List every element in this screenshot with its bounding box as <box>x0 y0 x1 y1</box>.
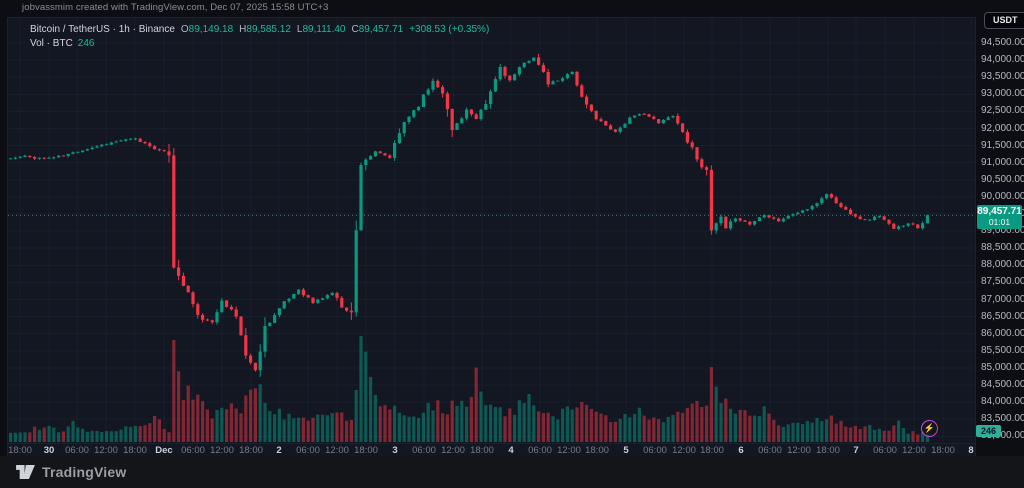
time-tick-label: 06:00 <box>181 445 205 456</box>
time-tick-label: 2 <box>276 445 282 456</box>
lightning-event-icon[interactable]: ⚡ <box>921 420 938 437</box>
time-tick-label: 18:00 <box>931 445 955 456</box>
time-tick-label: 06:00 <box>412 445 436 456</box>
symbol-title[interactable]: Bitcoin / TetherUS · 1h · Binance <box>30 24 175 35</box>
footer-bar: TradingView <box>0 456 1024 488</box>
time-tick-label: 06:00 <box>296 445 320 456</box>
ohlc-letter: H <box>239 24 247 35</box>
time-tick-label: 30 <box>43 445 55 456</box>
time-tick-label: 06:00 <box>643 445 667 456</box>
price-axis[interactable]: 83,000.00 83,500.00 84,000.00 84,500.00 85,0… <box>976 18 1024 455</box>
current-price-value: 89,457.71 <box>977 206 1022 217</box>
current-price-badge: 89,457.71 01:01 <box>977 205 1022 229</box>
ohlc-letter: C <box>351 24 359 35</box>
time-tick-label: 6 <box>738 445 744 456</box>
time-tick-label: 12:00 <box>787 445 811 456</box>
time-tick-label: 18:00 <box>239 445 263 456</box>
price-tick-label: 92,500.00 <box>981 105 1024 117</box>
time-tick-label: 06:00 <box>65 445 89 456</box>
price-tick-label: 93,000.00 <box>981 88 1024 100</box>
ohlc-value: 89,149.18 <box>188 24 234 35</box>
time-tick-label: 06:00 <box>528 445 552 456</box>
time-tick-label: 12:00 <box>210 445 234 456</box>
time-tick-label: 3 <box>392 445 398 456</box>
candlestick-volume-chart[interactable] <box>8 18 975 443</box>
price-tick-label: 88,500.00 <box>981 242 1024 254</box>
chart-pane: Bitcoin / TetherUS · 1h · Binance O89,149… <box>7 17 976 457</box>
ohlc-value: 89,457.71 <box>358 24 404 35</box>
time-tick-label: 12:00 <box>672 445 696 456</box>
time-tick-label: 7 <box>853 445 859 456</box>
time-tick-label: 18:00 <box>8 445 32 456</box>
price-tick-label: 93,500.00 <box>981 71 1024 83</box>
volume-label: Vol · BTC <box>30 38 73 49</box>
currency-toggle-button[interactable]: USDT <box>984 12 1024 29</box>
ohlc-value: 89,111.40 <box>302 24 346 35</box>
time-tick-label: 8 <box>968 445 974 456</box>
price-tick-label: 84,500.00 <box>981 379 1024 390</box>
price-tick-label: 89,000.00 <box>981 225 1024 237</box>
ohlc-values: O89,149.18 H89,585.12 L89,111.40 C89,457.71 <box>175 24 403 35</box>
current-volume-badge: 246 <box>976 425 1002 437</box>
time-tick-label: 18:00 <box>354 445 378 456</box>
price-tick-label: 87,000.00 <box>981 293 1024 305</box>
brand-name[interactable]: TradingView <box>42 464 127 480</box>
price-tick-label: 92,000.00 <box>981 122 1024 134</box>
ohlc-letter: O <box>180 24 189 35</box>
price-tick-label: 91,500.00 <box>981 139 1024 151</box>
price-tick-label: 83,500.00 <box>981 413 1024 425</box>
candle-countdown: 01:01 <box>988 217 1011 227</box>
tradingview-logo-icon[interactable] <box>16 464 35 480</box>
price-tick-label: 90,500.00 <box>981 173 1024 185</box>
price-tick-label: 86,000.00 <box>981 327 1024 339</box>
time-tick-label: 18:00 <box>700 445 724 456</box>
price-tick-label: 86,500.00 <box>981 310 1024 322</box>
time-tick-label: 12:00 <box>557 445 581 456</box>
time-tick-label: 18:00 <box>816 445 840 456</box>
time-tick-label: 5 <box>623 445 629 456</box>
time-tick-label: Dec <box>155 445 173 456</box>
price-tick-label: 84,000.00 <box>981 396 1024 408</box>
price-tick-label: 85,500.00 <box>981 344 1024 356</box>
ohlc-letter: L <box>296 24 303 35</box>
time-axis[interactable]: 18:00 30 06:00 12:00 18:00 Dec 06:00 12:00 18:00… <box>8 443 975 456</box>
time-tick-label: 18:00 <box>470 445 494 456</box>
time-tick-label: 12:00 <box>902 445 926 456</box>
price-tick-label: 94,000.00 <box>981 54 1024 66</box>
chart-legend: Bitcoin / TetherUS · 1h · Binance O89,149… <box>30 23 489 51</box>
ohlc-value: 89,585.12 <box>246 24 291 35</box>
time-tick-label: 12:00 <box>94 445 118 456</box>
price-tick-label: 90,000.00 <box>981 190 1024 202</box>
time-tick-label: 12:00 <box>325 445 349 456</box>
volume-value: 246 <box>77 38 95 49</box>
time-tick-label: 06:00 <box>758 445 782 456</box>
price-tick-label: 88,000.00 <box>981 259 1024 271</box>
price-tick-label: 85,000.00 <box>981 361 1024 373</box>
time-tick-label: 06:00 <box>873 445 897 456</box>
change-value: +308.53 (+0.35%) <box>409 24 490 35</box>
time-tick-label: 12:00 <box>441 445 465 456</box>
time-tick-label: 18:00 <box>585 445 609 456</box>
time-tick-label: 4 <box>508 445 514 456</box>
time-tick-label: 18:00 <box>123 445 147 456</box>
price-tick-label: 94,500.00 <box>981 37 1024 48</box>
price-tick-label: 87,500.00 <box>981 276 1024 288</box>
attribution-text: jobvassmim created with TradingView.com,… <box>22 2 329 13</box>
price-tick-label: 83,000.00 <box>981 430 1024 442</box>
price-tick-label: 91,000.00 <box>981 156 1024 168</box>
